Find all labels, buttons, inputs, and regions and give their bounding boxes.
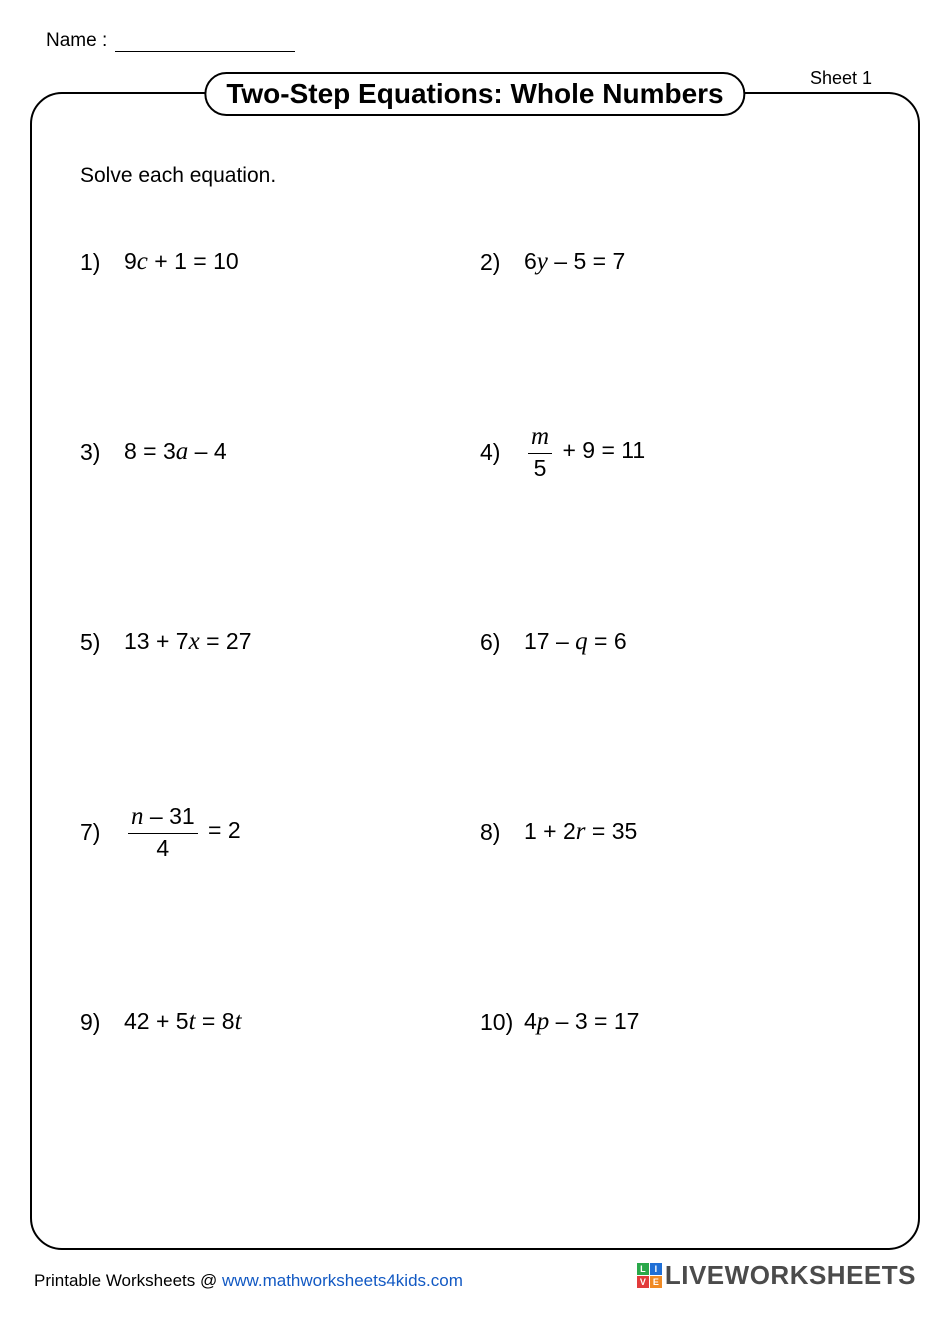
- problem-number: 7): [80, 819, 124, 846]
- name-row: Name :: [46, 30, 922, 52]
- problems-grid: 1)9c + 1 = 102)6y – 5 = 73)8 = 3a – 44)m…: [80, 232, 870, 1182]
- equation: 8 = 3a – 4: [124, 438, 227, 466]
- sheet-number: Sheet 1: [800, 68, 882, 89]
- footer-link[interactable]: www.mathworksheets4kids.com: [222, 1271, 463, 1290]
- equation: 42 + 5t = 8t: [124, 1008, 242, 1036]
- worksheet-page: Name : Two-Step Equations: Whole Numbers…: [0, 0, 950, 1309]
- equation: 1 + 2r = 35: [524, 818, 637, 846]
- name-label: Name :: [46, 30, 107, 51]
- problem-3: 3)8 = 3a – 4: [80, 422, 470, 482]
- footer-prefix: Printable Worksheets @: [34, 1271, 222, 1290]
- problem-number: 4): [480, 439, 524, 466]
- brand: LIVE LIVEWORKSHEETS: [637, 1260, 916, 1291]
- equation: m5 + 9 = 11: [524, 424, 645, 479]
- problem-number: 3): [80, 439, 124, 466]
- brand-text: LIVEWORKSHEETS: [665, 1260, 916, 1291]
- problem-10: 10)4p – 3 = 17: [480, 992, 870, 1052]
- instruction-text: Solve each equation.: [80, 164, 870, 188]
- problem-number: 6): [480, 629, 524, 656]
- equation: 13 + 7x = 27: [124, 628, 252, 656]
- problem-5: 5)13 + 7x = 27: [80, 612, 470, 672]
- name-input-line[interactable]: [115, 51, 295, 52]
- problem-4: 4)m5 + 9 = 11: [480, 422, 870, 482]
- problem-number: 2): [480, 249, 524, 276]
- equation: 9c + 1 = 10: [124, 248, 239, 276]
- problem-9: 9)42 + 5t = 8t: [80, 992, 470, 1052]
- problem-8: 8)1 + 2r = 35: [480, 802, 870, 862]
- footer-attribution: Printable Worksheets @ www.mathworksheet…: [34, 1271, 463, 1291]
- equation: 6y – 5 = 7: [524, 248, 625, 276]
- worksheet-frame: Two-Step Equations: Whole Numbers Sheet …: [30, 92, 920, 1250]
- equation: n – 314 = 2: [124, 804, 241, 859]
- brand-logo-icon: LIVE: [637, 1263, 662, 1288]
- problem-2: 2)6y – 5 = 7: [480, 232, 870, 292]
- equation: 17 – q = 6: [524, 628, 627, 656]
- footer: Printable Worksheets @ www.mathworksheet…: [28, 1260, 922, 1291]
- problem-7: 7)n – 314 = 2: [80, 802, 470, 862]
- problem-number: 9): [80, 1009, 124, 1036]
- problem-number: 1): [80, 249, 124, 276]
- problem-6: 6)17 – q = 6: [480, 612, 870, 672]
- problem-1: 1)9c + 1 = 10: [80, 232, 470, 292]
- equation: 4p – 3 = 17: [524, 1008, 639, 1036]
- worksheet-title: Two-Step Equations: Whole Numbers: [204, 72, 745, 116]
- problem-number: 8): [480, 819, 524, 846]
- problem-number: 10): [480, 1009, 524, 1036]
- problem-number: 5): [80, 629, 124, 656]
